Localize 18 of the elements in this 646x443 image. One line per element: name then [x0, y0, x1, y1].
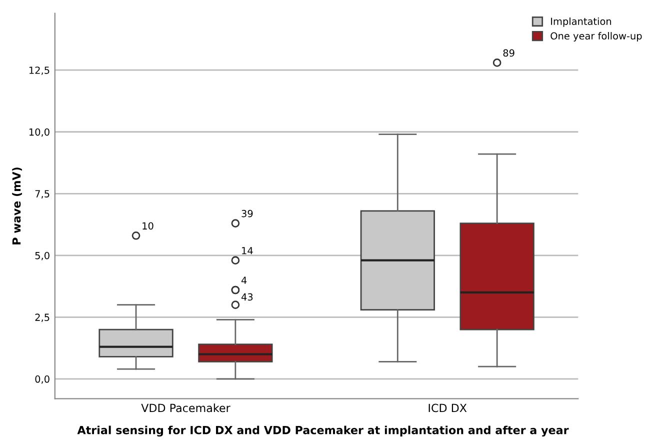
y-tick-label: 10,0 [29, 128, 50, 137]
legend-label: One year follow-up [550, 32, 642, 42]
y-tick-label: 5,0 [35, 252, 50, 260]
annotation: 14 [242, 247, 253, 254]
y-tick-label: 7,5 [35, 190, 50, 198]
annotation: 10 [142, 222, 154, 230]
y-tick-label: 0,0 [35, 375, 50, 384]
text: Atrial sensing for ICD DX and VDD Pacemaker at implantation and after a year [77, 426, 569, 437]
legend-label: Implantation [551, 17, 612, 27]
annotation: 4 [241, 276, 247, 284]
annotation: 39 [242, 210, 253, 218]
x-tick-label: VDD Pacemaker [141, 404, 230, 412]
y-tick-label: 12,5 [29, 66, 50, 75]
x-tick-label: ICD DX [428, 404, 467, 412]
y-tick-label: 2,5 [35, 314, 50, 322]
y-axis-title: P wave (mV) [12, 168, 22, 244]
annotation: 89 [503, 49, 514, 57]
annotation: 43 [241, 293, 253, 301]
